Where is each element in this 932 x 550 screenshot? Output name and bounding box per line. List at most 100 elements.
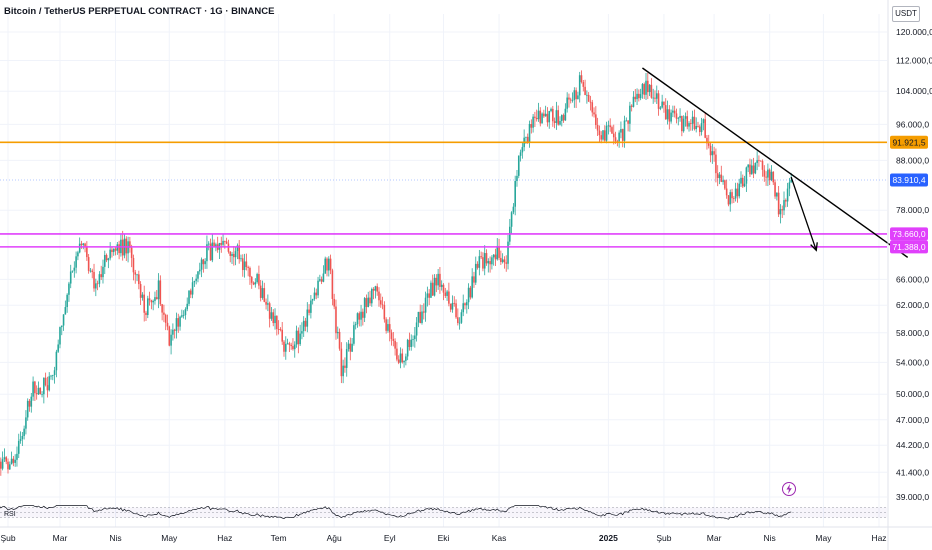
candle-body [17, 440, 20, 454]
level-badge-orange: 91.921,5 [890, 135, 928, 149]
candle [772, 171, 775, 186]
candle-body [788, 182, 791, 189]
candle-body [211, 242, 214, 261]
projection-arrow-shaft[interactable] [790, 176, 817, 251]
candle-body [200, 259, 203, 270]
lightning-icon-glyph[interactable] [786, 484, 792, 494]
candle-body [397, 359, 400, 363]
candle [105, 253, 108, 263]
candle [785, 198, 787, 208]
y-tick-label: 41.400,0 [896, 467, 929, 477]
candle [783, 191, 785, 216]
candle-body [469, 287, 472, 298]
candle [12, 455, 15, 467]
candle [26, 398, 29, 421]
candle-body [593, 112, 595, 115]
candle [150, 299, 153, 310]
rsi-band [0, 507, 887, 518]
candle [213, 239, 215, 247]
candle [163, 304, 165, 323]
candle-body [474, 263, 477, 283]
candle [405, 353, 407, 366]
candle-body [711, 151, 714, 156]
candle-body [55, 351, 58, 371]
candle [625, 117, 628, 122]
candle-body [288, 343, 291, 345]
candle [5, 456, 8, 465]
candle-body [528, 124, 531, 143]
candle [358, 311, 361, 327]
candle [629, 101, 631, 132]
candle-body [421, 311, 423, 323]
candle-body [71, 270, 74, 272]
candle [143, 285, 146, 322]
candle-body [722, 180, 724, 182]
candle-body [354, 324, 357, 326]
candle [68, 281, 70, 302]
candle-body [145, 312, 147, 316]
candle [73, 261, 76, 278]
y-tick-label: 50.000,0 [896, 389, 929, 399]
price-axis[interactable]: 120.000,0 112.000,0 104.000,0 96.000,0 88.00… [887, 0, 932, 550]
candle-body [765, 176, 767, 178]
candle-body [632, 96, 635, 107]
candle-body [550, 108, 552, 112]
candle-body [512, 206, 515, 213]
candle [71, 270, 74, 273]
candle [17, 433, 20, 459]
candle [277, 320, 280, 335]
candle-body [383, 305, 386, 320]
candle [170, 329, 172, 355]
candle-body [166, 322, 169, 327]
candle-body [446, 291, 448, 296]
candle [444, 287, 447, 298]
candle [612, 124, 615, 145]
candle-body [417, 311, 420, 323]
candle-body [317, 280, 319, 296]
candle [473, 271, 475, 288]
currency-button[interactable]: USDT [892, 6, 920, 22]
projection-arrow-head[interactable] [810, 242, 818, 252]
candle [136, 273, 138, 282]
rsi-pane: RSI [0, 505, 932, 528]
candle-body [132, 257, 135, 273]
candle [700, 117, 703, 136]
lightning-icon[interactable] [782, 482, 796, 496]
candle-body [598, 130, 601, 136]
candle [419, 304, 422, 324]
candle-body [351, 343, 353, 352]
candle [756, 151, 758, 171]
candle [86, 241, 88, 261]
time-axis[interactable]: Şub Mar Nis May Haz Tem Ağu Eyl Eki Kas 2025 Şub Mar… [0, 533, 886, 543]
candle [356, 312, 359, 328]
candle-body [322, 273, 325, 282]
candle-body [507, 241, 509, 264]
horizontal-levels[interactable] [0, 141, 887, 248]
candle-body [568, 97, 570, 100]
candle-body [691, 116, 694, 124]
candle [417, 311, 420, 328]
candle-body [663, 101, 665, 106]
rsi-line [0, 505, 792, 520]
candle-body [575, 90, 577, 100]
candle-body [342, 365, 344, 377]
candle [449, 303, 452, 313]
candle-body [295, 330, 298, 345]
candle [141, 292, 144, 301]
candle-body [245, 261, 248, 268]
level-badge-magenta-text: 71.388,0 [892, 242, 925, 252]
drawings[interactable] [642, 67, 909, 258]
candle-body [263, 288, 266, 302]
x-tick-label: Mar [53, 533, 68, 543]
candle-body [586, 94, 588, 96]
candle-body [292, 346, 294, 350]
candle-body [98, 274, 101, 284]
candle [284, 336, 287, 360]
candle-body [401, 353, 404, 363]
trendline[interactable] [642, 67, 909, 258]
candle-body [198, 269, 201, 272]
candle-body [605, 125, 608, 141]
candle [519, 149, 522, 162]
candle [607, 120, 610, 135]
